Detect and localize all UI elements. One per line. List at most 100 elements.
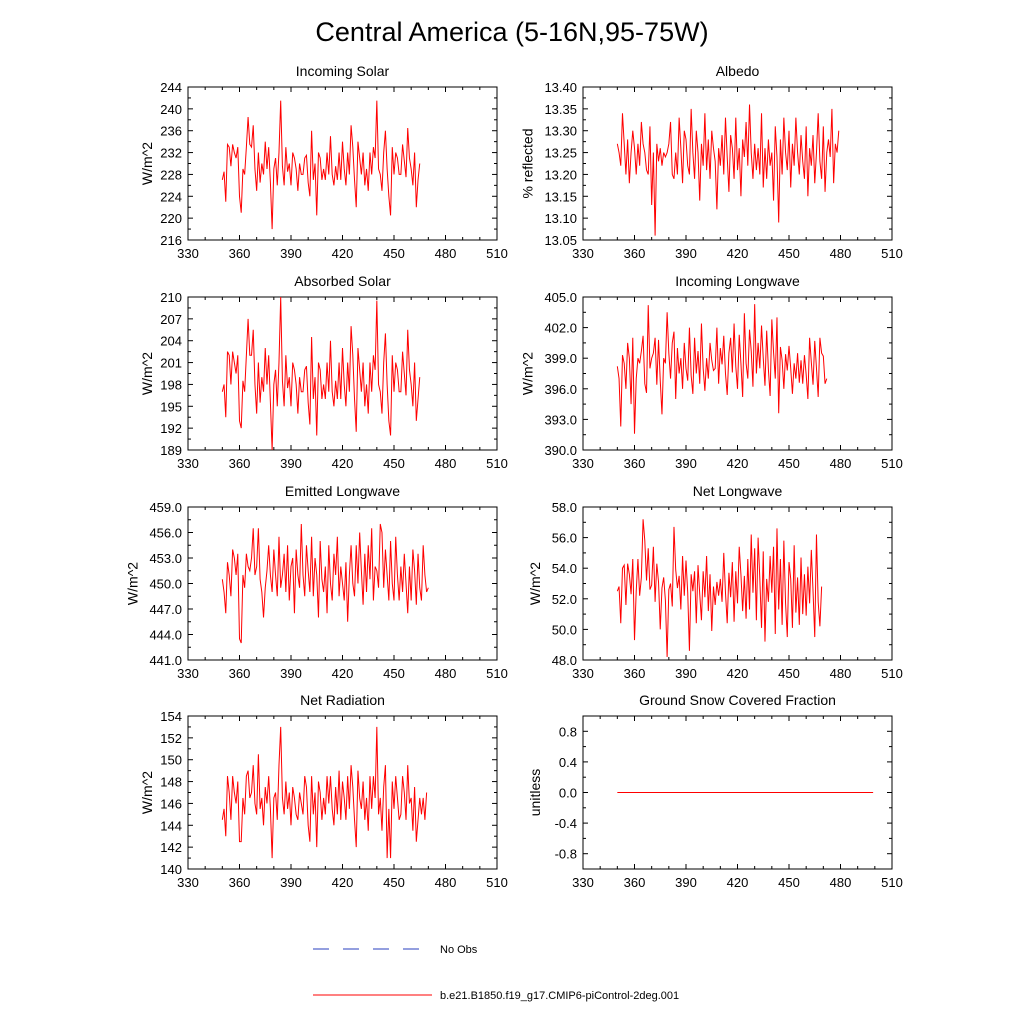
x-tick-label: 330 — [572, 246, 594, 261]
x-tick-label: 420 — [332, 666, 354, 681]
y-tick-label: 144 — [160, 818, 182, 833]
y-tick-label: 405.0 — [544, 290, 577, 305]
y-tick-label: 198 — [160, 377, 182, 392]
plot-frame-net-longwave — [582, 506, 893, 661]
x-tick-label: 450 — [383, 666, 405, 681]
y-tick-label: 228 — [160, 167, 182, 182]
x-tick-label: 330 — [572, 456, 594, 471]
series-line-net-longwave — [616, 519, 823, 657]
x-tick-label: 450 — [778, 875, 800, 890]
y-tick-label: 146 — [160, 796, 182, 811]
y-tick-label: 447.0 — [149, 602, 182, 617]
y-tick-label: 220 — [160, 211, 182, 226]
y-tick-label: 232 — [160, 146, 182, 161]
y-tick-label: 390.0 — [544, 443, 577, 458]
x-tick-label: 420 — [332, 875, 354, 890]
y-tick-label: 56.0 — [552, 531, 577, 546]
y-tick-label: 204 — [160, 334, 182, 349]
y-tick-label: 192 — [160, 421, 182, 436]
y-tick-label: 13.10 — [544, 211, 577, 226]
x-tick-label: 480 — [830, 456, 852, 471]
y-tick-label: 240 — [160, 102, 182, 117]
series-line-absorbed-solar — [221, 296, 421, 451]
y-tick-label: 150 — [160, 753, 182, 768]
y-tick-label: 210 — [160, 290, 182, 305]
panel-title-net-radiation: Net Radiation — [300, 692, 385, 708]
legend-no-obs-label: No Obs — [440, 944, 478, 956]
y-tick-label: 201 — [160, 356, 182, 371]
y-tick-label: -0.4 — [555, 816, 577, 831]
y-axis-label-incoming-solar: W/m^2 — [139, 142, 155, 185]
y-tick-label: 0.4 — [559, 755, 577, 770]
x-tick-label: 480 — [830, 246, 852, 261]
panel-title-albedo: Albedo — [716, 63, 760, 79]
panel-title-ground-snow-covered-fraction: Ground Snow Covered Fraction — [639, 692, 836, 708]
x-tick-label: 450 — [383, 246, 405, 261]
panel-title-absorbed-solar: Absorbed Solar — [294, 273, 391, 289]
x-tick-label: 450 — [778, 456, 800, 471]
y-axis-label-albedo: % reflected — [520, 128, 536, 198]
y-axis-label-net-radiation: W/m^2 — [139, 771, 155, 814]
x-tick-label: 330 — [177, 246, 199, 261]
y-tick-label: 450.0 — [149, 577, 182, 592]
x-tick-label: 360 — [624, 456, 646, 471]
y-tick-label: 195 — [160, 399, 182, 414]
y-tick-label: 142 — [160, 840, 182, 855]
x-tick-label: 480 — [435, 875, 457, 890]
y-tick-label: 441.0 — [149, 653, 182, 668]
y-tick-label: 207 — [160, 312, 182, 327]
y-tick-label: 54.0 — [552, 561, 577, 576]
y-tick-label: 154 — [160, 709, 182, 724]
x-tick-label: 330 — [572, 875, 594, 890]
panel-grid: 330 360 390 420 450 480 510 216 220 224 228 232 236 2… — [125, 63, 903, 890]
y-axis-label-absorbed-solar: W/m^2 — [139, 352, 155, 395]
x-tick-label: 420 — [727, 666, 749, 681]
panel-net-radiation: 330 360 390 420 450 480 510 140 142 144 146 148 150 1… — [139, 692, 508, 890]
panel-incoming-solar: 330 360 390 420 450 480 510 216 220 224 228 232 236 2… — [139, 63, 508, 261]
series-line-incoming-solar — [221, 100, 421, 230]
panel-absorbed-solar: 330 360 390 420 450 480 510 189 192 195 198 201 204 2… — [139, 273, 508, 471]
x-tick-label: 420 — [727, 456, 749, 471]
x-tick-label: 390 — [675, 875, 697, 890]
legend-model-label: b.e21.B1850.f19_g17.CMIP6-piControl-2deg… — [440, 990, 679, 1002]
y-tick-label: 13.15 — [544, 189, 577, 204]
panel-title-emitted-longwave: Emitted Longwave — [285, 483, 400, 499]
y-tick-label: 140 — [160, 862, 182, 877]
x-tick-label: 390 — [280, 666, 302, 681]
y-tick-label: 13.40 — [544, 80, 577, 95]
x-tick-label: 510 — [881, 666, 903, 681]
x-tick-label: 390 — [675, 666, 697, 681]
y-tick-label: 189 — [160, 443, 182, 458]
y-tick-label: 48.0 — [552, 653, 577, 668]
x-tick-label: 420 — [332, 456, 354, 471]
panel-albedo: 330 360 390 420 450 480 510 13.05 13.10 13.15 13.2… — [520, 63, 903, 261]
x-tick-label: 420 — [332, 246, 354, 261]
y-axis-label-incoming-longwave: W/m^2 — [520, 352, 536, 395]
x-tick-label: 450 — [778, 666, 800, 681]
x-tick-label: 330 — [572, 666, 594, 681]
x-tick-label: 360 — [229, 875, 251, 890]
y-tick-label: 13.05 — [544, 233, 577, 248]
x-tick-label: 450 — [383, 456, 405, 471]
y-axis-label-net-longwave: W/m^2 — [527, 562, 543, 605]
y-tick-label: 50.0 — [552, 622, 577, 637]
panel-net-longwave: 330 360 390 420 450 480 510 48.0 50.0 52.0 54.0 56.… — [527, 483, 903, 681]
y-tick-label: 453.0 — [149, 551, 182, 566]
panel-incoming-longwave: 330 360 390 420 450 480 510 390.0 393.0 396.0 399.… — [520, 273, 903, 471]
x-tick-label: 510 — [486, 246, 508, 261]
y-tick-label: 224 — [160, 189, 182, 204]
x-tick-label: 510 — [881, 875, 903, 890]
y-tick-label: 393.0 — [544, 412, 577, 427]
x-tick-label: 510 — [486, 666, 508, 681]
x-tick-label: 360 — [624, 875, 646, 890]
y-tick-label: -0.8 — [555, 847, 577, 862]
x-tick-label: 330 — [177, 875, 199, 890]
series-line-net-radiation — [221, 726, 428, 859]
y-tick-label: 236 — [160, 124, 182, 139]
panel-emitted-longwave: 330 360 390 420 450 480 510 441.0 444.0 447.0 450.… — [125, 483, 508, 681]
x-tick-label: 480 — [830, 666, 852, 681]
y-tick-label: 13.35 — [544, 102, 577, 117]
x-tick-label: 510 — [881, 456, 903, 471]
x-tick-label: 360 — [229, 666, 251, 681]
